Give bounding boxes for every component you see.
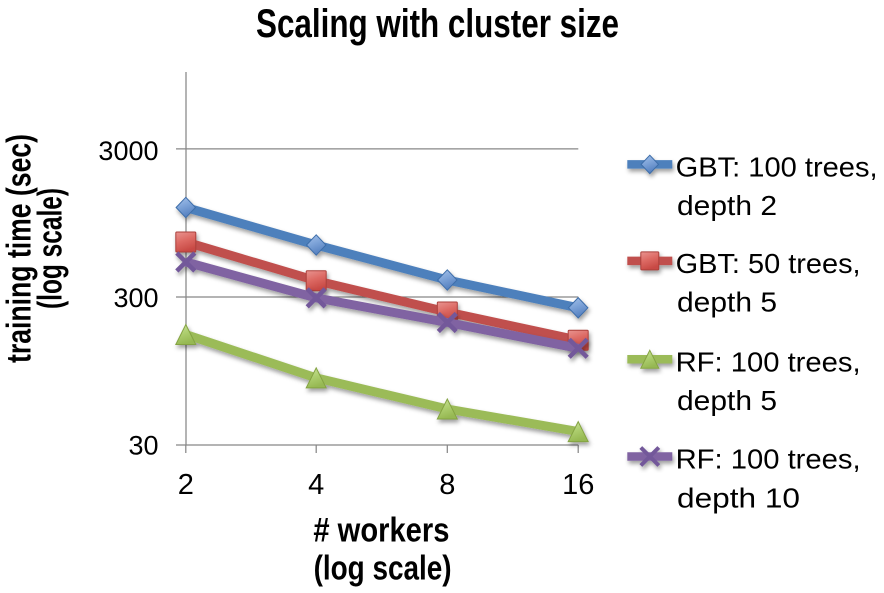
svg-text:# workers: # workers — [313, 512, 449, 550]
svg-text:8: 8 — [439, 469, 455, 501]
svg-text:depth 5: depth 5 — [677, 287, 777, 318]
svg-text:GBT: 50 trees,: GBT: 50 trees, — [676, 248, 861, 279]
svg-text:16: 16 — [562, 469, 594, 501]
svg-text:300: 300 — [113, 283, 158, 313]
svg-text:(log scale): (log scale) — [314, 550, 452, 588]
svg-text:RF: 100 trees,: RF: 100 trees, — [676, 444, 861, 475]
svg-text:depth 10: depth 10 — [677, 482, 800, 513]
svg-text:Scaling with cluster size: Scaling with cluster size — [256, 2, 619, 46]
svg-text:(log scale): (log scale) — [32, 188, 70, 309]
svg-text:4: 4 — [308, 469, 324, 501]
svg-text:RF: 100 trees,: RF: 100 trees, — [676, 347, 861, 378]
svg-text:2: 2 — [178, 469, 194, 501]
svg-text:training time (sec): training time (sec) — [1, 134, 39, 363]
svg-text:30: 30 — [128, 431, 158, 461]
svg-text:3000: 3000 — [98, 136, 158, 166]
svg-text:depth 5: depth 5 — [677, 385, 777, 416]
svg-text:depth 2: depth 2 — [677, 190, 777, 221]
svg-text:GBT: 100 trees,: GBT: 100 trees, — [676, 152, 878, 183]
